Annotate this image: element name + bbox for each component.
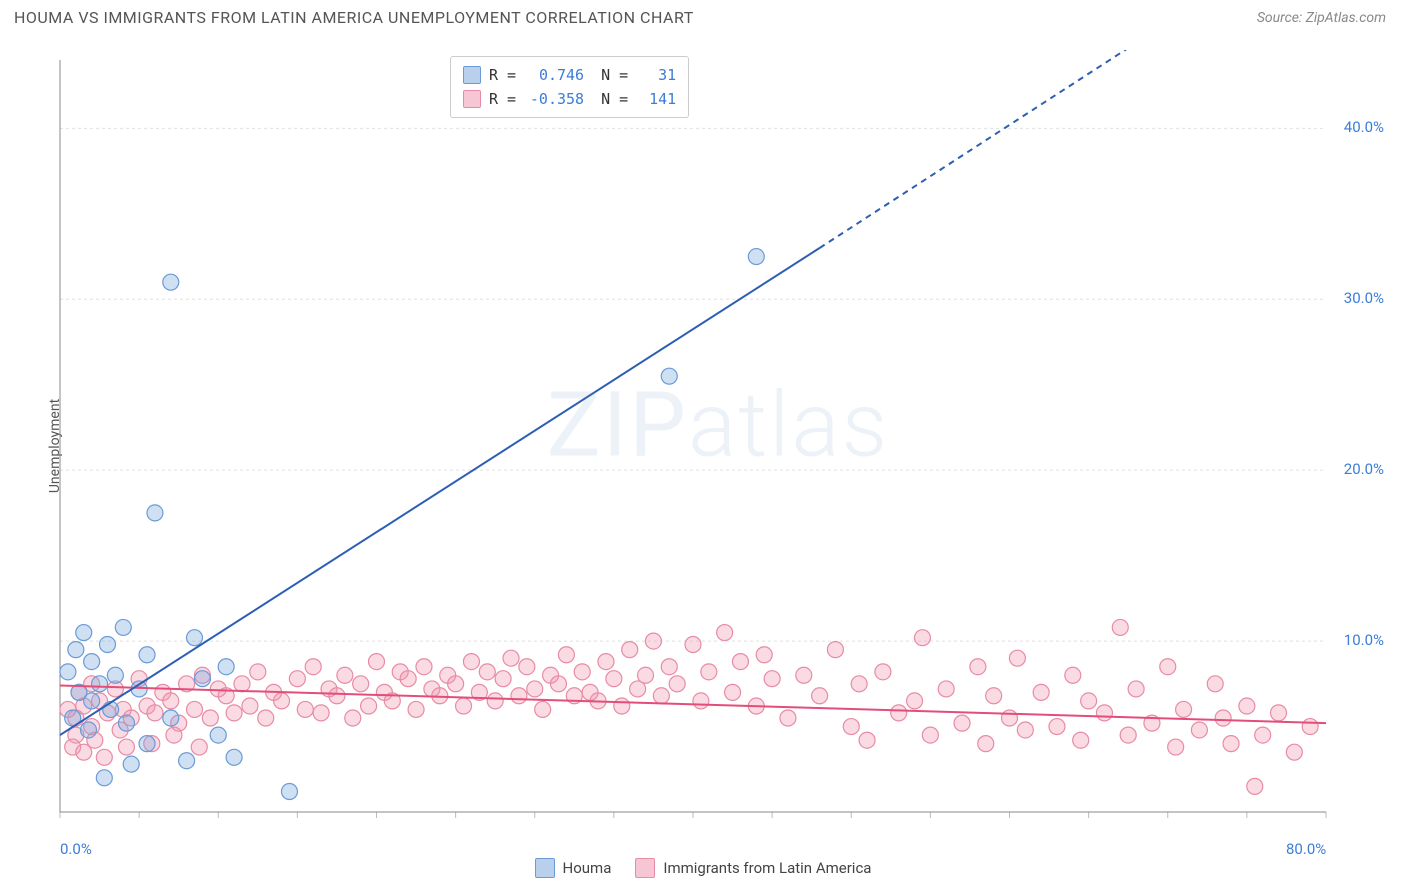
legend-label: Immigrants from Latin America [663,859,871,877]
legend-item: Houma [535,858,612,878]
n-label: N = [592,87,628,111]
r-label: R = [489,63,516,87]
r-value: 0.746 [524,63,584,87]
chart-title: HOUMA VS IMMIGRANTS FROM LATIN AMERICA U… [14,8,694,27]
legend-swatch [635,858,655,878]
stats-swatch [463,90,481,108]
chart-plot-area: ZIPatlas [50,50,1386,832]
r-value: -0.358 [524,87,584,111]
source-attribution: Source: ZipAtlas.com [1257,10,1386,26]
stats-row: R = 0.746 N = 31 [463,63,676,87]
x-tick-label: 0.0% [60,840,92,858]
y-tick-label: 20.0% [1344,460,1384,478]
legend-label: Houma [563,859,612,877]
y-tick-label: 10.0% [1344,631,1384,649]
n-value: 31 [636,63,676,87]
stats-swatch [463,66,481,84]
stats-row: R = -0.358 N = 141 [463,87,676,111]
y-tick-label: 30.0% [1344,289,1384,307]
n-value: 141 [636,87,676,111]
n-label: N = [592,63,628,87]
legend-item: Immigrants from Latin America [635,858,871,878]
correlation-stats-box: R = 0.746 N = 31 R = -0.358 N = 141 [450,56,689,118]
legend-swatch [535,858,555,878]
legend-bottom: Houma Immigrants from Latin America [0,858,1406,878]
y-tick-label: 40.0% [1344,118,1384,136]
scatter-chart-svg [50,50,1386,832]
x-tick-label: 80.0% [1286,840,1326,858]
r-label: R = [489,87,516,111]
